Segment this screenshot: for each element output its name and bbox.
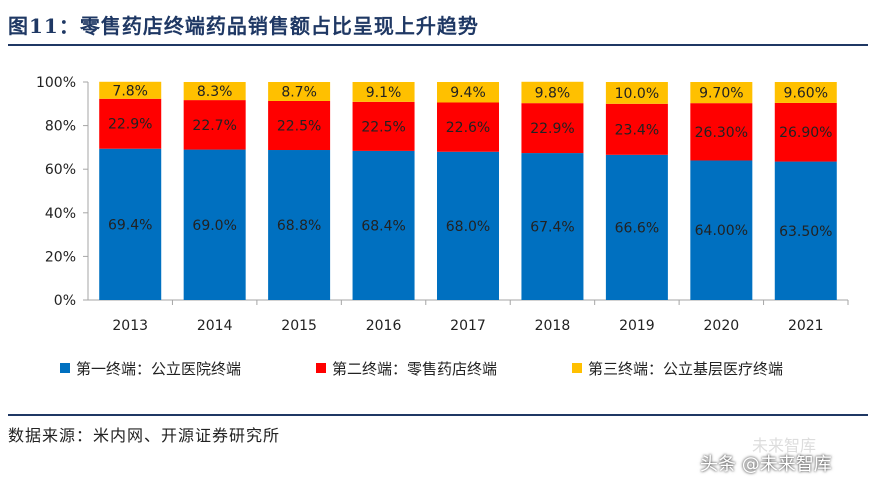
data-label-2021-series3: 9.60% [784, 85, 828, 101]
bar-2015-series2 [268, 100, 331, 151]
legend-label-s3: 第三终端：公立基层医疗终端 [588, 360, 784, 378]
bar-2020-series3 [690, 82, 753, 104]
data-label-2021-series1: 63.50% [779, 224, 832, 240]
source-note: 数据来源：米内网、开源证券研究所 [8, 426, 281, 445]
data-label-2019-series1: 66.6% [615, 220, 659, 236]
y-tick-label: 0% [54, 293, 76, 309]
bar-2014-series2 [183, 100, 246, 150]
data-label-2015-series3: 8.7% [281, 84, 317, 100]
bar-2018-series1 [521, 153, 584, 300]
stacked-bar-chart: 0% 20% 40% 60% 80% 100% 69.4% 22.9% 7.8% 2013 69.0… [36, 75, 849, 334]
data-label-2019-series3: 10.0% [615, 86, 659, 102]
data-label-2017-series1: 68.0% [446, 219, 490, 235]
source-rule [8, 414, 868, 416]
bar-2017-series1 [437, 151, 499, 300]
data-label-2016-series1: 68.4% [361, 218, 405, 234]
data-label-2017-series2: 22.6% [446, 120, 490, 136]
legend-label-s2: 第二终端：零售药店终端 [332, 360, 498, 378]
bar-2019-series2 [605, 103, 668, 155]
bar-2016-series2 [352, 101, 415, 151]
bar-2013-series3 [99, 81, 162, 99]
bar-2020-series1 [690, 160, 753, 300]
x-tick-label-2013: 2013 [112, 318, 148, 334]
x-tick-label-2016: 2016 [366, 318, 402, 334]
data-label-2020-series2: 26.30% [695, 125, 748, 141]
bar-2021-series3 [774, 82, 837, 103]
title-rule [8, 44, 868, 46]
data-label-2013-series2: 22.9% [108, 117, 152, 133]
x-tick-label-2019: 2019 [619, 318, 655, 334]
bar-2015-series1 [268, 150, 331, 300]
bar-2013-series2 [99, 98, 162, 149]
bar-2021-series2 [774, 102, 837, 162]
y-tick-label: 80% [45, 119, 76, 135]
y-tick-label: 40% [45, 206, 76, 222]
data-label-2014-series2: 22.7% [192, 118, 236, 134]
bar-2019-series3 [605, 82, 668, 104]
data-label-2018-series2: 22.9% [530, 121, 574, 137]
data-label-2014-series1: 69.0% [192, 218, 236, 234]
legend-swatch-s2 [316, 363, 326, 373]
data-label-2013-series1: 69.4% [108, 217, 152, 233]
x-tick-label-2020: 2020 [704, 318, 740, 334]
bar-2016-series3 [352, 82, 415, 102]
data-label-2013-series3: 7.8% [112, 83, 148, 99]
bar-2018-series2 [521, 103, 584, 154]
x-tick-label-2021: 2021 [788, 318, 824, 334]
x-tick-label-2017: 2017 [450, 318, 486, 334]
data-label-2021-series2: 26.90% [779, 125, 832, 141]
data-label-2020-series1: 64.00% [695, 223, 748, 239]
bar-2014-series1 [183, 149, 246, 300]
x-tick-label-2018: 2018 [535, 318, 571, 334]
bar-2017-series2 [437, 102, 499, 152]
chart-title: 图11：零售药店终端药品销售额占比呈现上升趋势 [8, 14, 479, 38]
data-label-2016-series2: 22.5% [361, 119, 405, 135]
data-label-2015-series1: 68.8% [277, 218, 321, 234]
legend-label-s1: 第一终端：公立医院终端 [76, 360, 242, 378]
data-label-2015-series2: 22.5% [277, 118, 321, 134]
bar-2017-series3 [437, 82, 499, 103]
data-label-2019-series2: 23.4% [615, 122, 659, 138]
data-label-2020-series3: 9.70% [699, 86, 743, 102]
data-label-2016-series3: 9.1% [366, 85, 402, 101]
bar-2020-series2 [690, 103, 753, 161]
x-tick-label-2014: 2014 [197, 318, 233, 334]
y-tick-label: 60% [45, 162, 76, 178]
bar-2016-series1 [352, 150, 415, 300]
watermark-main: 头条 @未来智库 [700, 454, 832, 475]
bar-2018-series3 [521, 81, 584, 104]
bar-2019-series1 [605, 154, 668, 300]
legend-swatch-s1 [60, 363, 70, 373]
bar-2013-series1 [99, 148, 162, 300]
legend-item-s2: 第二终端：零售药店终端 [316, 358, 497, 379]
bar-2014-series3 [183, 82, 246, 101]
legend-item-s3: 第三终端：公立基层医疗终端 [572, 358, 783, 379]
data-label-2018-series3: 9.8% [535, 85, 571, 101]
y-tick-label: 100% [36, 75, 76, 91]
legend-item-s1: 第一终端：公立医院终端 [60, 358, 241, 379]
y-tick-label: 20% [45, 249, 76, 265]
legend-swatch-s3 [572, 363, 582, 373]
data-label-2017-series3: 9.4% [450, 85, 486, 101]
watermark-small: 未来智库 [752, 436, 817, 455]
bar-2021-series1 [774, 161, 837, 300]
data-label-2018-series1: 67.4% [530, 220, 574, 236]
x-tick-label-2015: 2015 [281, 318, 317, 334]
bar-2015-series3 [268, 82, 331, 101]
data-label-2014-series3: 8.3% [197, 84, 233, 100]
